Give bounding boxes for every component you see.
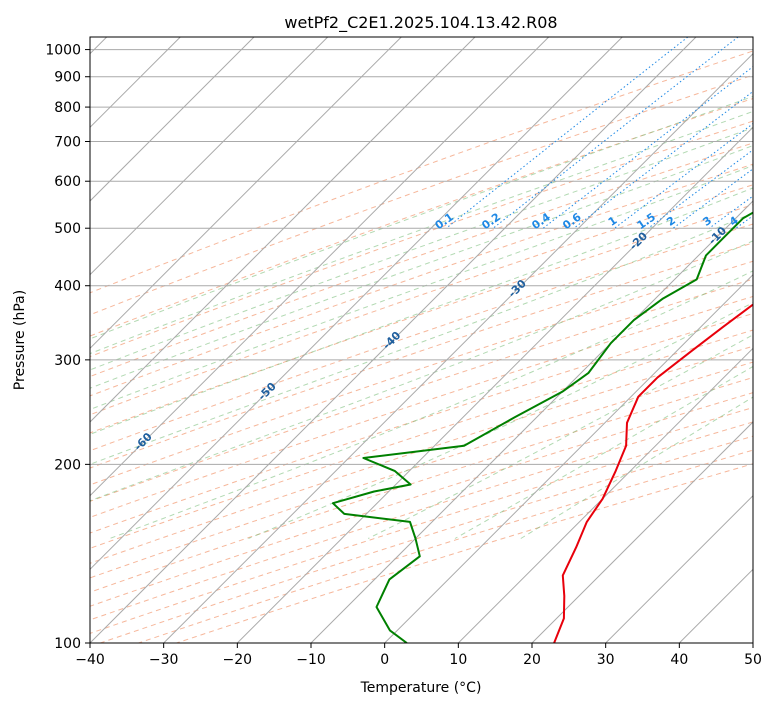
x-tick-label: 50 [744, 652, 762, 668]
moist-adiabat [90, 164, 753, 411]
isotherm [163, 52, 753, 643]
isotherm [236, 126, 753, 643]
moist-adiabat [90, 127, 753, 371]
y-tick-label: 200 [54, 457, 81, 473]
isotherm [90, 37, 550, 497]
isotherm [752, 642, 753, 643]
mixing-ratio-line [735, 215, 753, 229]
chart-title: wetPf2_C2E1.2025.104.13.42.R08 [284, 13, 557, 33]
x-tick-label: −40 [75, 652, 105, 668]
mixing-ratio-label: 2 [664, 214, 678, 229]
mixing-ratio-line [709, 195, 753, 229]
y-tick-label: 300 [54, 353, 81, 369]
isotherm [90, 37, 476, 423]
x-tick-label: 10 [449, 652, 467, 668]
y-tick-label: 500 [54, 221, 81, 237]
mixing-ratio-line [614, 122, 753, 229]
moist-adiabat [90, 145, 753, 389]
dewpoint-profile [331, 211, 753, 643]
x-tick-label: 20 [523, 652, 541, 668]
y-tick-label: 700 [54, 134, 81, 150]
isotherm-label: -60 [132, 430, 155, 453]
y-tick-label: 900 [54, 70, 81, 86]
dry-adiabat [90, 50, 753, 294]
x-tick-label: 0 [380, 652, 389, 668]
plot-area: 0.10.20.40.611.52346810131620253036-100-… [9, 37, 775, 643]
y-axis-label: Pressure (hPa) [12, 290, 28, 390]
isotherm [457, 347, 753, 643]
isotherm [531, 421, 753, 643]
mixing-ratio-line [573, 90, 753, 229]
isotherm-label: -70 [9, 479, 32, 502]
dry-adiabat [90, 361, 753, 579]
y-tick-label: 400 [54, 279, 81, 295]
dry-adiabat [90, 345, 753, 564]
x-tick-label: 30 [597, 652, 615, 668]
y-tick-label: 600 [54, 174, 81, 190]
moist-adiabat [454, 365, 753, 539]
dry-adiabat [90, 74, 753, 316]
mixing-ratio-label: 0.2 [479, 210, 502, 232]
isotherm [90, 37, 255, 202]
moist-adiabat [90, 110, 753, 355]
dry-adiabat [138, 449, 753, 643]
dry-adiabat [90, 204, 753, 434]
mixing-ratio-label: 0.4 [529, 210, 553, 232]
isotherm [605, 494, 753, 643]
dry-adiabat [90, 392, 753, 607]
mixing-ratio-line [542, 65, 753, 229]
x-tick-label: −30 [149, 652, 179, 668]
mixing-ratio-label: 1.5 [635, 210, 658, 232]
isotherm [678, 568, 753, 643]
dry-adiabat [90, 142, 753, 378]
moist-adiabat [90, 212, 753, 465]
mixing-ratio-line [672, 168, 753, 229]
dry-adiabat [90, 163, 753, 397]
dry-adiabat [90, 295, 753, 518]
y-tick-label: 800 [54, 100, 81, 116]
y-axis-ticks: 100 200 300 400 500 600 700 800 900 1000 [45, 43, 90, 652]
moist-adiabat [90, 187, 753, 435]
isotherm [90, 37, 329, 276]
isotherm [90, 37, 402, 350]
mixing-ratio-label: 6 [766, 214, 775, 229]
mixing-ratio-label: 0.6 [560, 210, 584, 232]
x-tick-label: −20 [223, 652, 253, 668]
moist-adiabat [367, 334, 753, 539]
dry-adiabat [90, 312, 753, 534]
plot-frame [89, 36, 754, 644]
isotherm [90, 37, 623, 571]
dry-adiabat [90, 260, 753, 486]
isotherm [90, 37, 697, 643]
y-tick-label: 100 [54, 636, 81, 652]
x-axis-ticks: −40 −30 −20 −10 0 10 20 30 40 50 [75, 643, 762, 668]
moist-adiabat [90, 95, 753, 340]
moist-adiabat [90, 240, 753, 502]
mixing-ratio-line [492, 37, 739, 229]
isotherm [384, 273, 753, 643]
x-tick-label: −10 [296, 652, 326, 668]
temperature-profile [553, 303, 753, 643]
moist-adiabat [520, 396, 753, 539]
x-tick-label: 40 [670, 652, 688, 668]
x-axis-label: Temperature (°C) [360, 680, 482, 696]
y-tick-label: 1000 [45, 43, 81, 59]
